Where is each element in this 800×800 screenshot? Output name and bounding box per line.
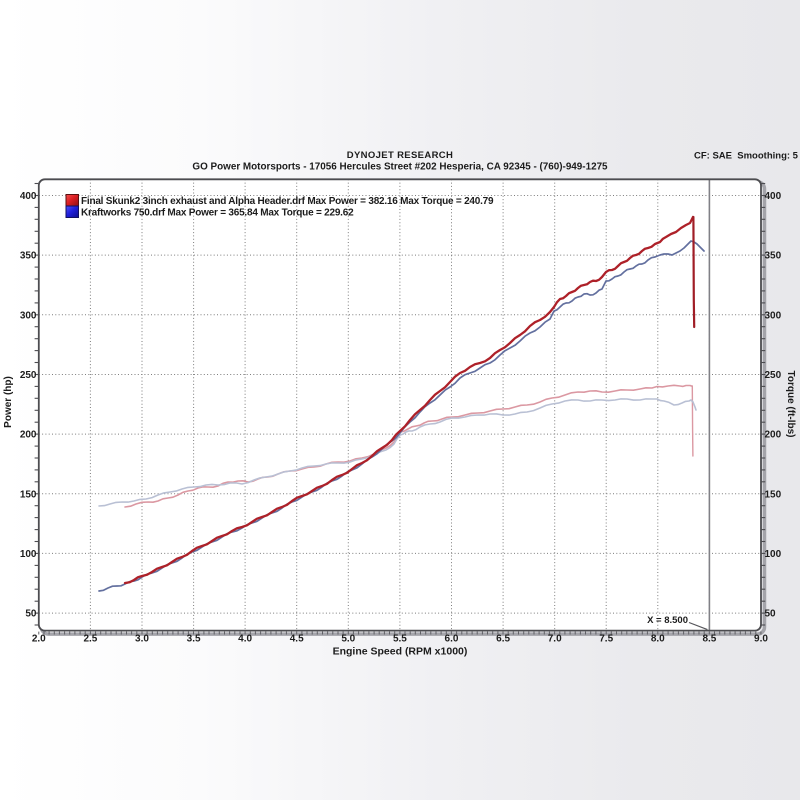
svg-text:7.0: 7.0 bbox=[548, 634, 562, 645]
svg-text:3.0: 3.0 bbox=[135, 634, 149, 645]
svg-text:150: 150 bbox=[20, 489, 37, 500]
svg-text:4.0: 4.0 bbox=[238, 634, 252, 645]
svg-text:6.0: 6.0 bbox=[445, 634, 459, 645]
svg-text:5.0: 5.0 bbox=[341, 634, 355, 645]
svg-text:Final Skunk2 3inch exhaust and: Final Skunk2 3inch exhaust and Alpha Hea… bbox=[81, 196, 494, 207]
svg-text:Kraftworks 750.drf Max Power =: Kraftworks 750.drf Max Power = 365.84 Ma… bbox=[81, 208, 354, 219]
svg-text:100: 100 bbox=[765, 549, 782, 560]
svg-text:X = 8.500: X = 8.500 bbox=[647, 615, 688, 626]
svg-text:9.0: 9.0 bbox=[754, 634, 768, 645]
svg-text:8.5: 8.5 bbox=[702, 634, 716, 645]
svg-text:350: 350 bbox=[765, 251, 782, 262]
svg-text:2.5: 2.5 bbox=[83, 634, 97, 645]
svg-text:CF: SAE Smoothing: 5: CF: SAE Smoothing: 5 bbox=[694, 151, 799, 162]
svg-text:7.5: 7.5 bbox=[599, 634, 613, 645]
svg-text:6.5: 6.5 bbox=[496, 634, 510, 645]
svg-text:350: 350 bbox=[20, 251, 37, 262]
svg-text:DYNOJET RESEARCH: DYNOJET RESEARCH bbox=[347, 150, 453, 161]
svg-text:100: 100 bbox=[20, 549, 37, 560]
svg-text:3.5: 3.5 bbox=[187, 634, 201, 645]
svg-text:300: 300 bbox=[20, 310, 37, 321]
svg-text:5.5: 5.5 bbox=[393, 634, 407, 645]
svg-text:Engine Speed (RPM x1000): Engine Speed (RPM x1000) bbox=[333, 646, 468, 658]
svg-text:2.0: 2.0 bbox=[32, 634, 46, 645]
svg-text:150: 150 bbox=[765, 489, 782, 500]
svg-text:400: 400 bbox=[20, 191, 37, 202]
svg-text:Power (hp): Power (hp) bbox=[3, 376, 14, 428]
svg-text:200: 200 bbox=[765, 430, 782, 441]
svg-text:250: 250 bbox=[20, 370, 37, 381]
svg-text:50: 50 bbox=[765, 609, 777, 620]
svg-text:400: 400 bbox=[765, 191, 782, 202]
svg-text:300: 300 bbox=[765, 310, 782, 321]
svg-text:8.0: 8.0 bbox=[651, 634, 665, 645]
svg-text:4.5: 4.5 bbox=[290, 634, 304, 645]
svg-text:50: 50 bbox=[25, 609, 37, 620]
svg-text:200: 200 bbox=[20, 430, 37, 441]
svg-text:250: 250 bbox=[765, 370, 782, 381]
svg-text:Torque (ft-lbs): Torque (ft-lbs) bbox=[785, 370, 796, 437]
svg-text:GO Power Motorsports - 17056 H: GO Power Motorsports - 17056 Hercules St… bbox=[192, 162, 608, 173]
